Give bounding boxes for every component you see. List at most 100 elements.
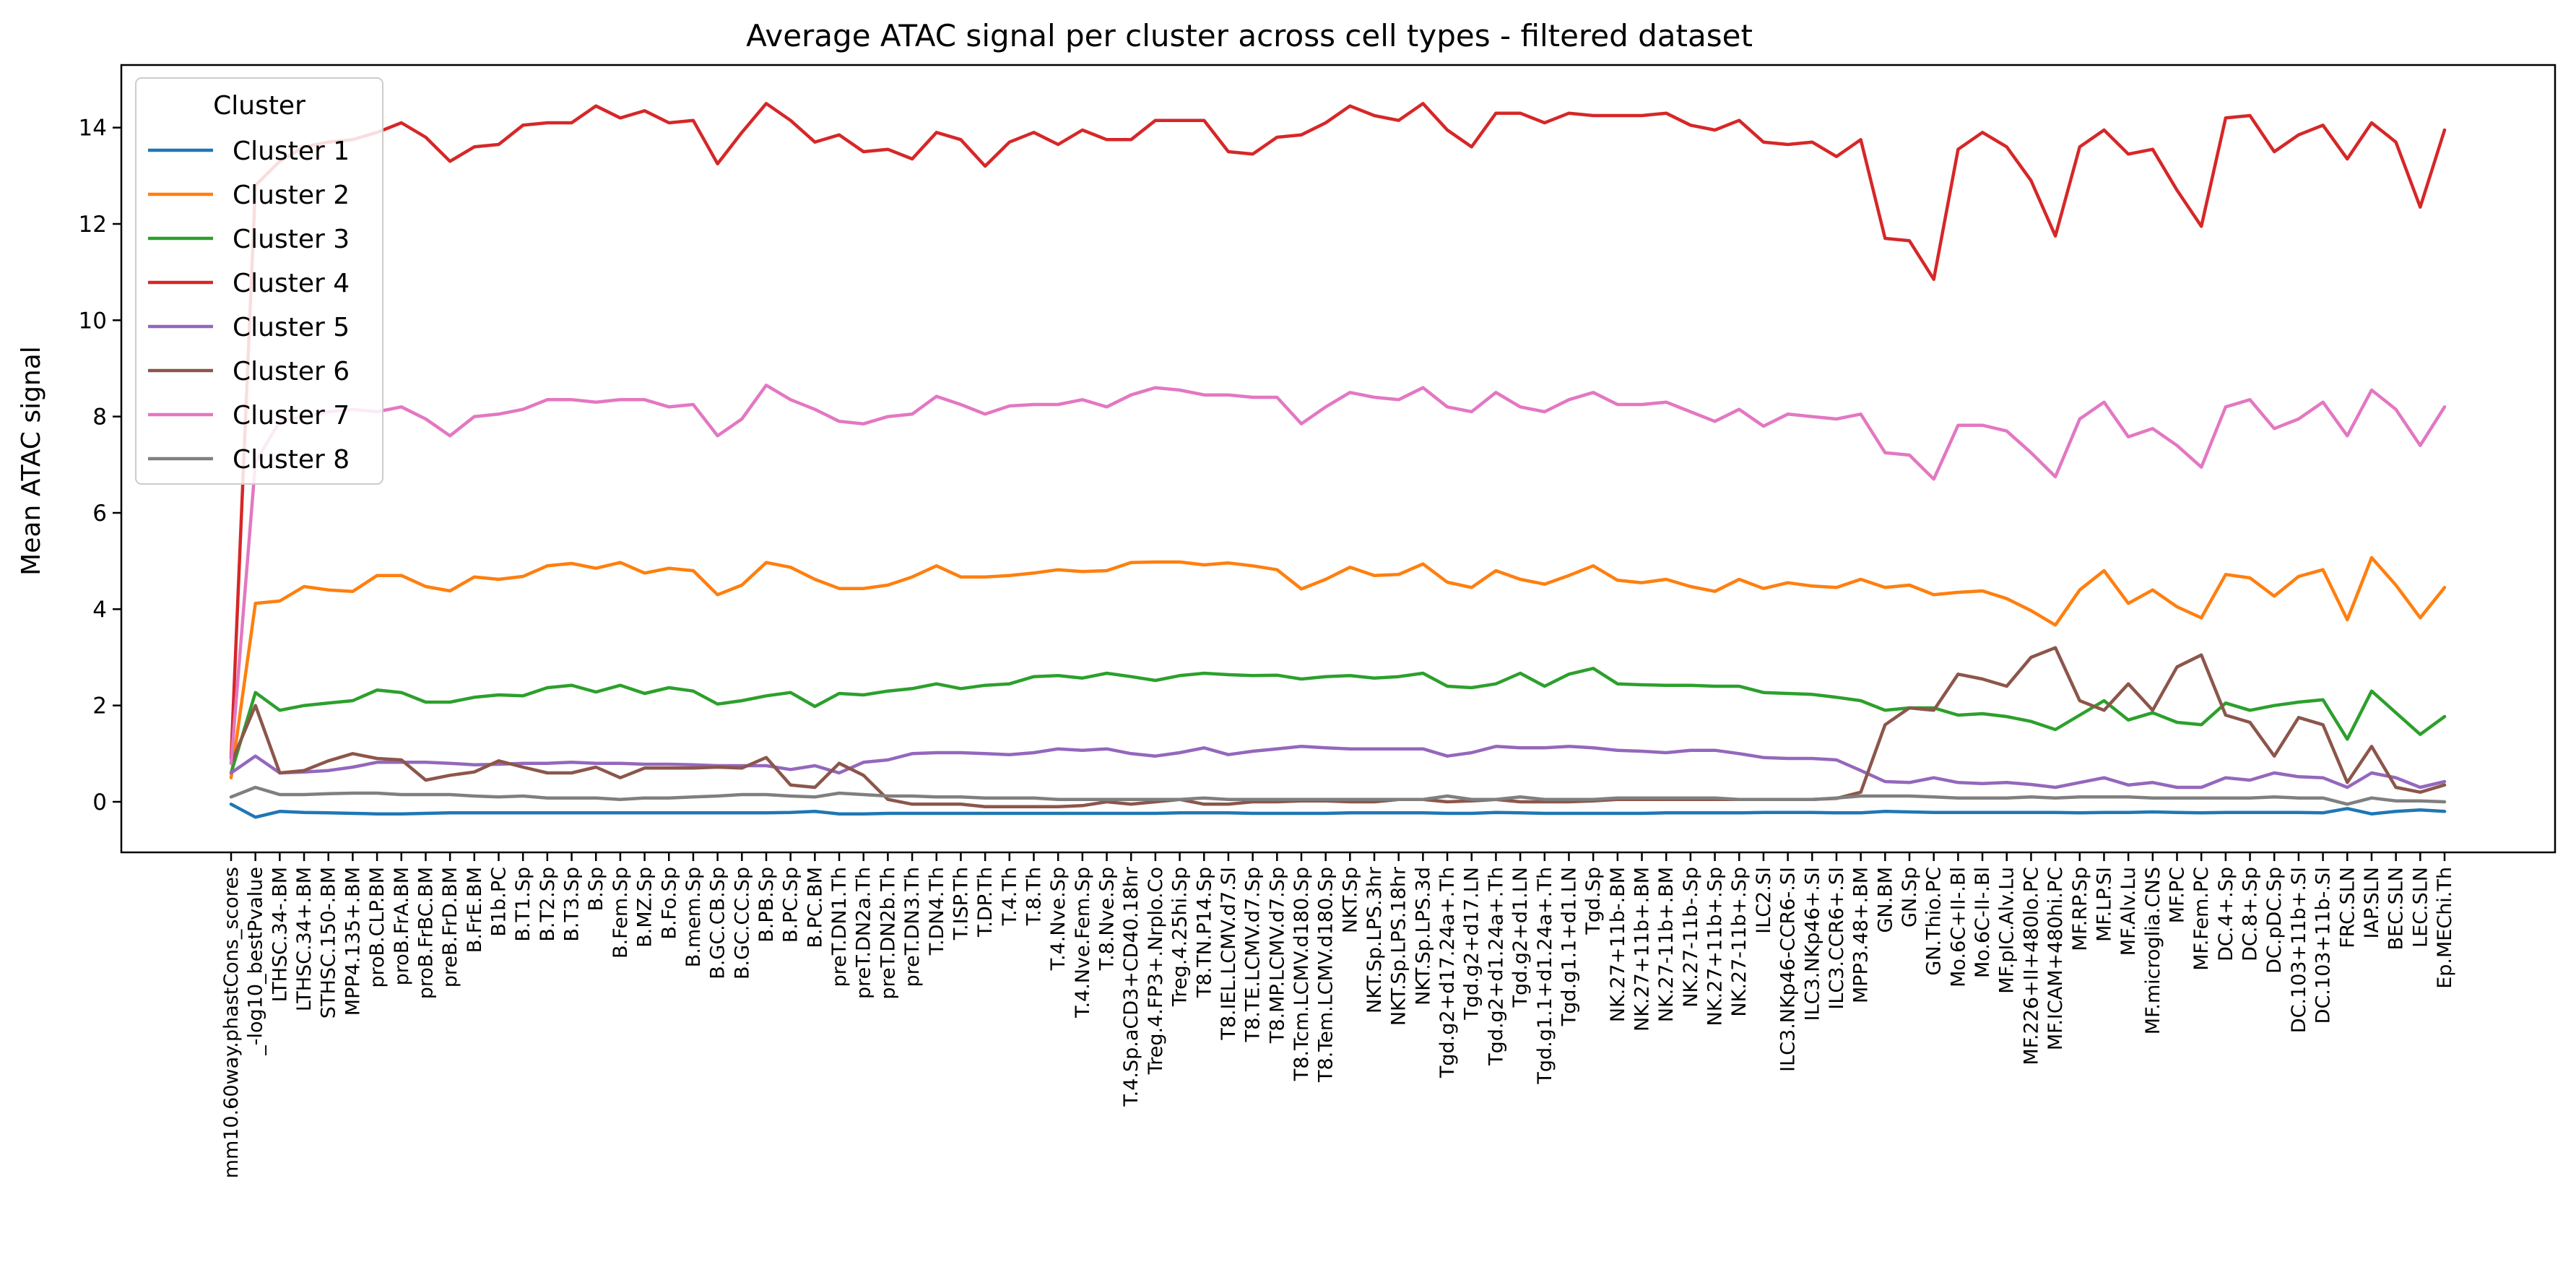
y-tick-label: 0 [92,790,107,816]
legend-label: Cluster 1 [233,137,350,166]
x-tick-label: MF.RP.Sp [2069,867,2091,951]
x-tick-label: T8.TE.LCMV.d7.Sp [1242,867,1265,1042]
series-line-cluster-7 [229,384,2447,765]
x-tick-label: Tgd.g2+d1.24a+.Th [1485,867,1507,1066]
x-tick-label: T.ISP.Th [950,867,972,940]
y-tick-label: 2 [92,693,107,719]
x-tick-label: B.GC.CB.Sp [707,867,729,980]
legend-title: Cluster [213,91,305,121]
x-tick-label: B.Sp [585,867,607,911]
x-tick-label: B.mem.Sp [682,867,705,967]
x-tick-label: T.8.Th [1023,867,1046,926]
x-tick-label: B.GC.CC.Sp [731,867,753,980]
x-tick-label: NKT.Sp.LPS.3hr [1363,866,1386,1013]
x-tick-label: B.MZ.Sp [634,867,656,948]
x-tick-label: MF.microglia.CNS [2142,867,2164,1034]
x-tick-label: BEC.SLN [2385,867,2408,950]
x-tick-label: preT.DN2a.Th [853,867,875,999]
x-tick-label: preT.DN2b.Th [877,867,899,1000]
x-tick-label: B.PC.Sp [780,867,802,943]
x-tick-label: LEC.SLN [2409,867,2432,948]
x-tick-label: GN.Thio.PC [1923,867,1946,976]
x-tick-label: proB.FrBC.BM [415,867,438,999]
x-tick-label: IAP.SLN [2361,867,2383,938]
x-tick-label: MF.LP.SI [2094,867,2116,942]
x-tick-label: NK.27-11b+.BM [1655,867,1678,1022]
series-line-cluster-6 [229,646,2447,808]
x-tick-label: T.4.Th [999,867,1021,926]
x-tick-label: NK.27+11b+.Sp [1704,867,1727,1026]
x-tick-label: MF.Alv.Lu [2117,867,2140,956]
x-tick-label: Mo.6C-II-.Bl [1972,867,1994,978]
x-tick-label: MPP4.135+.BM [342,867,364,1016]
y-tick-label: 6 [92,501,107,527]
x-tick-label: DC.pDC.Sp [2263,867,2286,974]
series-line-cluster-3 [229,667,2447,775]
x-tick-label: GN.BM [1874,867,1896,933]
x-tick-label: B.FrE.BM [464,867,486,953]
x-tick-label: T.DP.Th [974,867,997,938]
x-tick-label: Ep.MEChi.Th [2434,867,2456,989]
legend-label: Cluster 2 [233,181,350,210]
x-tick-label: B1b.PC [488,867,511,937]
x-tick-label: ILC2.SI [1753,867,1775,934]
x-tick-label: preT.DN3.Th [901,867,924,987]
x-tick-label: Tgd.g2+d17.LN [1461,867,1483,1021]
legend-label: Cluster 8 [233,445,350,475]
x-tick-label: T8.TN.P14.Sp [1193,867,1215,998]
x-tick-label: T.4.Nve.Fem.Sp [1072,867,1094,1019]
x-tick-label: LTHSC.34-.BM [269,867,291,1002]
x-tick-label: Treg.4.FP3+.Nrplo.Co [1145,867,1167,1075]
y-tick-label: 14 [79,116,107,142]
y-axis-title: Mean ATAC signal [17,346,46,576]
series-line-cluster-1 [229,803,2447,819]
x-tick-label: NKT.Sp [1339,867,1361,933]
x-tick-label: NK.27-11b-.Sp [1680,867,1702,1008]
x-tick-label: MF.pIC.Alv.Lu [1996,867,2018,994]
x-tick-label: FRC.SLN [2336,867,2359,948]
x-tick-label: GN.Sp [1899,867,1921,927]
x-tick-label: preT.DN1.Th [828,867,851,987]
x-tick-label: T.4.Nve.Sp [1047,867,1070,971]
y-tick-label: 4 [92,597,107,623]
x-tick-label: preB.FrD.BM [439,867,461,987]
x-tick-label: STHSC.150-.BM [318,867,340,1019]
x-tick-label: ILC3.NKp46-CCR6-.SI [1777,867,1800,1072]
y-axis: 0 2 4 6 8 10 12 14 [79,116,121,816]
x-tick-label: _-log10_bestPvalue [245,867,267,1056]
x-tick-label: NK.27-11b+.Sp [1728,867,1751,1017]
x-tick-label: DC.103+11b+.SI [2288,867,2310,1033]
y-tick-label: 8 [92,405,107,431]
plot-frame [120,64,2557,854]
x-tick-label: B.Fem.Sp [610,867,632,959]
x-tick-label: Tgd.g2+d1.LN [1509,867,1532,1008]
x-tick-label: NK.27+11b+.BM [1631,867,1654,1032]
x-tick-label: MPP3.48+.BM [1850,867,1873,1003]
x-tick-label: MF.226+II+480lo.PC [2020,867,2042,1065]
x-tick-label: DC.103+11b-.SI [2312,867,2335,1024]
x-tick-label: proB.FrA.BM [391,867,413,985]
x-tick-label: NK.27+11b-.BM [1607,867,1629,1022]
x-tick-label: Tgd.Sp [1582,867,1605,935]
legend-label: Cluster 7 [233,401,350,431]
y-tick-label: 10 [79,308,107,334]
x-tick-label: T8.IEL.LCMV.d7.SI [1218,867,1240,1041]
x-tick-label: B.T3.Sp [561,867,584,942]
x-tick-label: B.T1.Sp [512,867,534,942]
x-tick-label: T8.Tcm.LCMV.d180.Sp [1291,867,1313,1081]
x-tick-label: Tgd.g2+d17.24a+.Th [1436,867,1459,1078]
x-tick-label: NKT.Sp.LPS.18hr [1388,866,1410,1026]
y-tick-label: 12 [79,212,107,238]
x-tick-label: ILC3.NKp46+.SI [1801,867,1823,1021]
x-tick-label: DC.8+.Sp [2239,867,2262,961]
x-tick-label: Tgd.g1.1+d1.LN [1558,867,1581,1026]
x-tick-label: T.4.Sp.aCD3+CD40.18hr [1120,866,1142,1107]
x-tick-label: NKT.Sp.LPS.3d [1412,867,1434,1006]
x-axis: mm10.60way.phastCons_scores _-log10_bestP… [220,852,2456,1178]
x-tick-label: T8.Tem.LCMV.d180.Sp [1315,867,1337,1083]
series-line-cluster-8 [229,785,2447,806]
x-tick-label: DC.4+.Sp [2215,867,2237,961]
x-tick-label: MF.Fem.PC [2190,867,2213,971]
legend-label: Cluster 5 [233,313,350,342]
